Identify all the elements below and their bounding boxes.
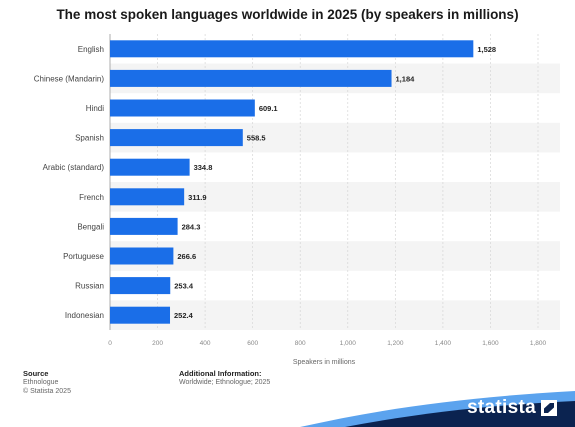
x-tick-label: 1,400 <box>435 340 452 347</box>
x-tick-label: 200 <box>152 340 163 347</box>
brand-wave-dark <box>345 401 575 427</box>
value-label: 1,184 <box>396 74 416 83</box>
chart-title: The most spoken languages worldwide in 2… <box>56 7 519 22</box>
x-tick-label: 1,200 <box>387 340 404 347</box>
bar <box>110 40 474 58</box>
x-tick-label: 0 <box>108 340 112 347</box>
value-label: 558.5 <box>247 134 266 143</box>
value-label: 284.3 <box>182 222 201 231</box>
bar <box>110 306 171 324</box>
value-label: 252.4 <box>174 311 194 320</box>
value-label: 311.9 <box>188 193 206 202</box>
category-label: Bengali <box>77 222 104 231</box>
x-tick-label: 600 <box>247 340 258 347</box>
bar <box>110 69 392 87</box>
value-label: 266.6 <box>177 252 196 261</box>
bar <box>110 129 243 147</box>
value-label: 609.1 <box>259 104 278 113</box>
x-axis-label: Speakers in millions <box>293 359 356 366</box>
category-label: Indonesian <box>65 311 104 320</box>
additional-info-heading: Additional Information: <box>179 369 262 378</box>
bar <box>110 277 171 295</box>
source-heading: Source <box>23 369 49 378</box>
additional-info-block: Additional Information: Worldwide; Ethno… <box>179 369 270 387</box>
x-tick-label: 1,800 <box>530 340 547 347</box>
source-block: Source Ethnologue © Statista 2025 <box>23 369 71 396</box>
statista-logo-icon <box>541 400 557 416</box>
value-label: 1,528 <box>477 45 496 54</box>
x-tick-label: 800 <box>295 340 306 347</box>
category-label: English <box>78 45 104 54</box>
value-label: 334.8 <box>194 163 213 172</box>
category-label: Portuguese <box>63 252 104 261</box>
brand-name: statista <box>467 397 536 418</box>
bar <box>110 99 255 117</box>
row-band <box>110 300 560 330</box>
x-tick-label: 1,000 <box>340 340 357 347</box>
category-label: Chinese (Mandarin) <box>34 74 105 83</box>
statista-brand[interactable]: statista <box>467 397 557 419</box>
bar <box>110 188 185 206</box>
source-line: Ethnologue <box>23 379 59 386</box>
category-label: Russian <box>75 282 104 291</box>
additional-info-line: Worldwide; Ethnologue; 2025 <box>179 379 271 386</box>
value-label: 253.4 <box>174 282 194 291</box>
x-tick-label: 400 <box>200 340 211 347</box>
x-tick-label: 1,600 <box>482 340 499 347</box>
category-label: French <box>79 193 104 202</box>
bar-chart: English 1,528 Chinese (Mandarin) 1,184 Hindi… <box>34 34 560 366</box>
brand-band <box>300 391 575 427</box>
row-band <box>110 241 560 271</box>
category-label: Hindi <box>86 104 104 113</box>
copyright-line[interactable]: © Statista 2025 <box>23 388 71 395</box>
category-label: Spanish <box>75 134 104 143</box>
category-label: Arabic (standard) <box>43 163 105 172</box>
bar <box>110 217 178 235</box>
row-band <box>110 182 560 212</box>
bar <box>110 247 174 265</box>
bar <box>110 158 190 176</box>
